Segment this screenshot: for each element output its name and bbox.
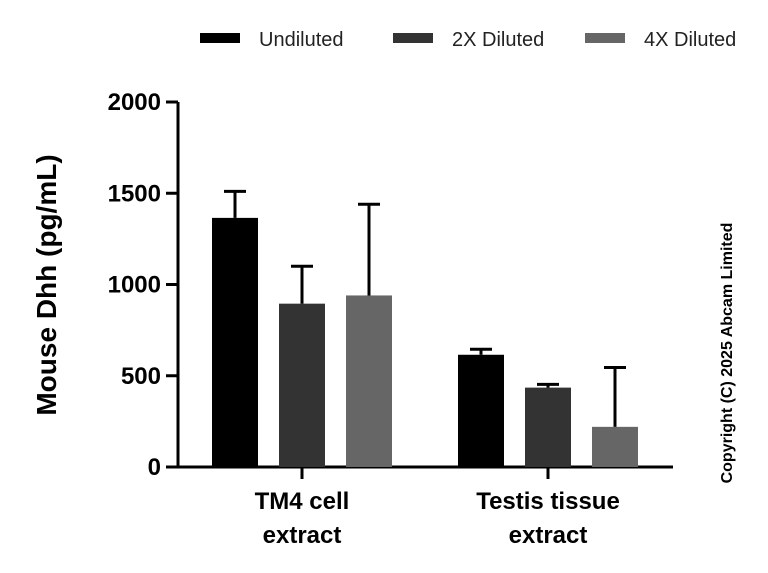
y-tick-label: 2000 — [108, 89, 161, 116]
bar — [212, 217, 258, 467]
x-category-label: extract — [509, 522, 588, 549]
bar — [279, 303, 325, 467]
x-category-label: TM4 cell — [255, 488, 350, 515]
bar — [525, 387, 571, 467]
y-axis: 0 500 1000 1500 2000 — [108, 89, 180, 481]
y-axis-title: Mouse Dhh (pg/mL) — [31, 154, 62, 415]
bar — [592, 426, 638, 467]
y-tick-label: 0 — [148, 454, 161, 481]
bars — [212, 189, 638, 467]
legend-label: 4X Diluted — [644, 29, 736, 51]
bar — [458, 354, 504, 467]
x-axis: TM4 cell extract Testis tissue extract — [178, 465, 673, 549]
y-tick-label: 1000 — [108, 272, 161, 299]
legend-swatch — [585, 33, 625, 43]
bar — [346, 295, 392, 467]
copyright-notice: Copyright (C) 2025 Abcam Limited — [719, 223, 736, 484]
legend-label: 2X Diluted — [452, 29, 544, 51]
x-category-label: extract — [263, 522, 342, 549]
legend-swatch — [393, 33, 433, 43]
legend-label: Undiluted — [259, 29, 344, 51]
y-tick-label: 500 — [121, 363, 161, 390]
x-category-label: Testis tissue — [476, 488, 620, 515]
y-tick-label: 1500 — [108, 180, 161, 207]
legend: Undiluted 2X Diluted 4X Diluted — [200, 29, 736, 51]
legend-swatch — [200, 33, 240, 43]
